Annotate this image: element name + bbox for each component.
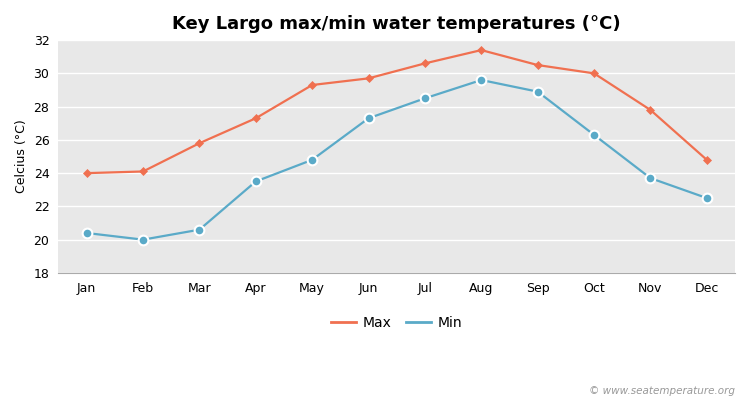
Line: Max: Max [83,47,710,176]
Max [421,61,430,66]
Max [251,116,260,121]
Max [646,108,655,112]
Title: Key Largo max/min water temperatures (°C): Key Largo max/min water temperatures (°C… [172,15,621,33]
Legend: Max, Min: Max, Min [326,310,468,335]
Min [477,78,486,82]
Min [590,132,598,137]
Min [702,196,711,200]
Y-axis label: Celcius (°C): Celcius (°C) [15,120,28,193]
Min [251,179,260,184]
Min [82,230,92,235]
Min [421,96,430,101]
Max [590,71,598,76]
Max [477,48,486,52]
Max [139,169,148,174]
Min [646,176,655,180]
Max [82,171,92,176]
Min [308,158,316,162]
Min [533,89,542,94]
Line: Min: Min [82,75,712,244]
Max [308,83,316,88]
Text: © www.seatemperature.org: © www.seatemperature.org [589,386,735,396]
Max [702,158,711,162]
Max [364,76,373,81]
Min [195,227,204,232]
Max [533,63,542,68]
Min [139,237,148,242]
Max [195,141,204,146]
Min [364,116,373,121]
